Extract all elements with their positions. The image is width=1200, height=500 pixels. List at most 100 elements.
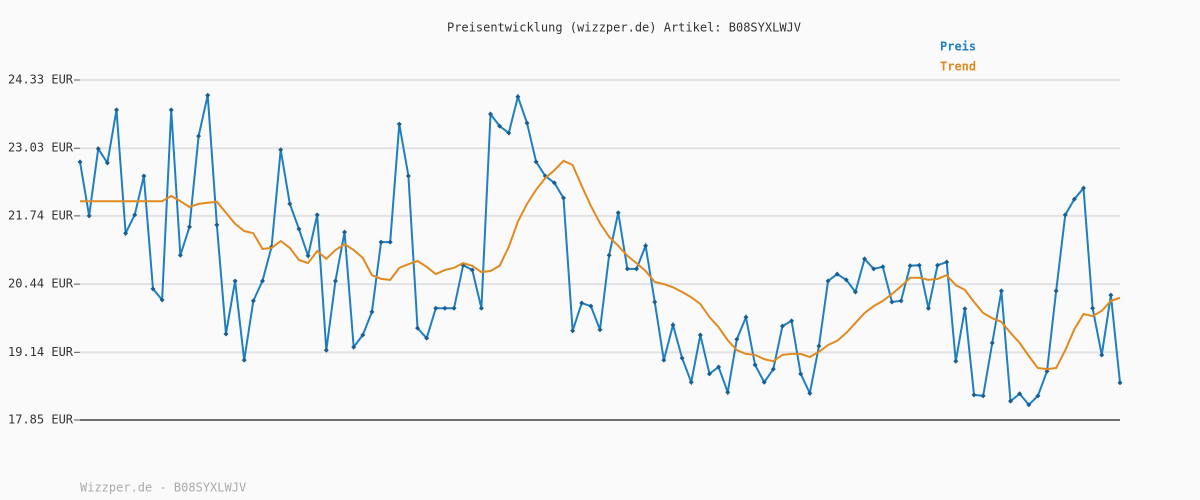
y-tick-label: 19.14 EUR [8, 345, 74, 359]
data-point [1108, 292, 1114, 298]
data-point [488, 111, 494, 117]
data-point [214, 222, 220, 228]
data-point [415, 325, 421, 331]
data-point [113, 107, 119, 113]
data-point [478, 305, 484, 311]
data-point [278, 147, 284, 153]
data-point [123, 230, 129, 236]
data-point [250, 298, 256, 304]
data-point [998, 288, 1004, 294]
data-point [579, 300, 585, 306]
data-point [843, 277, 849, 283]
legend-label: Trend [940, 60, 976, 74]
y-tick-label: 24.33 EUR [8, 73, 74, 87]
data-point [241, 357, 247, 363]
data-point [679, 355, 685, 361]
data-point [168, 107, 174, 113]
data-point [1117, 380, 1123, 386]
data-point [925, 305, 931, 311]
data-point [907, 263, 913, 269]
data-point [150, 286, 156, 292]
data-point [533, 159, 539, 165]
y-tick-label: 17.85 EUR [8, 413, 74, 427]
data-point [597, 327, 603, 333]
data-point [223, 331, 229, 337]
data-point [1062, 212, 1068, 218]
data-point [980, 393, 986, 399]
data-point [962, 306, 968, 312]
data-point [360, 332, 366, 338]
data-point [1081, 185, 1087, 191]
data-point [971, 392, 977, 398]
data-point [643, 243, 649, 249]
data-point [405, 173, 411, 179]
footer: Wizzper.de - B08SYXLWJV [80, 481, 246, 495]
data-point [834, 271, 840, 277]
data-point [424, 335, 430, 341]
data-point [186, 224, 192, 230]
data-point [141, 173, 147, 179]
data-point [871, 266, 877, 272]
data-point [1008, 398, 1014, 404]
data-point [433, 305, 439, 311]
y-tick-label: 23.03 EUR [8, 141, 74, 155]
data-point [615, 210, 621, 216]
data-point [935, 262, 941, 268]
data-point [259, 278, 265, 284]
data-point [451, 305, 457, 311]
series-line [80, 159, 1121, 371]
data-point [816, 343, 822, 349]
data-point [159, 297, 165, 303]
data-point [716, 364, 722, 370]
data-point [633, 266, 639, 272]
data-point [1099, 352, 1105, 358]
data-point [551, 180, 557, 186]
data-point [570, 328, 576, 334]
data-point [104, 160, 110, 166]
data-point [378, 239, 384, 245]
data-point [342, 229, 348, 235]
data-point [889, 299, 895, 305]
y-tick-label: 20.44 EUR [8, 277, 74, 291]
data-point [880, 264, 886, 270]
data-point [898, 298, 904, 304]
data-point [752, 362, 758, 368]
data-point [396, 121, 402, 127]
data-point [779, 323, 785, 329]
data-point [807, 390, 813, 396]
data-point [1090, 305, 1096, 311]
data-point [314, 212, 320, 218]
data-point [561, 195, 567, 201]
data-point [86, 213, 92, 219]
data-point [332, 278, 338, 284]
data-point [95, 146, 101, 152]
data-point [177, 252, 183, 258]
data-point [497, 123, 503, 129]
data-point [469, 267, 475, 273]
data-point [515, 94, 521, 100]
y-tick-label: 21.74 EUR [8, 208, 74, 222]
data-point [697, 332, 703, 338]
data-point [761, 379, 767, 385]
data-point [624, 266, 630, 272]
data-point [205, 92, 211, 98]
data-point [1071, 196, 1077, 202]
data-point [989, 340, 995, 346]
data-point [770, 366, 776, 372]
data-point [670, 322, 676, 328]
data-point [706, 371, 712, 377]
data-point [852, 289, 858, 295]
data-point [798, 371, 804, 377]
data-point [725, 389, 731, 395]
data-point [369, 309, 375, 315]
legend-label: Preis [940, 40, 976, 54]
data-point [688, 379, 694, 385]
data-point [944, 259, 950, 265]
data-point [296, 226, 302, 232]
data-point [743, 314, 749, 320]
data-point [506, 130, 512, 136]
data-point [305, 253, 311, 259]
chart-title: Preisentwicklung (wizzper.de) Artikel: B… [447, 21, 801, 35]
data-point [132, 212, 138, 218]
